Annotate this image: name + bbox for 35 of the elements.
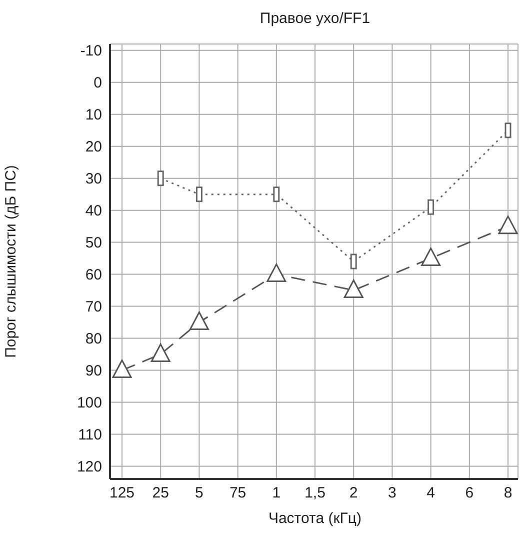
y-tick-label: 80 [85, 330, 102, 348]
x-tick-label: 5 [195, 484, 204, 502]
y-tick-label: 100 [76, 394, 102, 412]
y-tick-label: 120 [76, 458, 102, 476]
y-tick-label: 30 [85, 170, 102, 188]
point [344, 280, 364, 298]
x-tick-label: 3 [388, 484, 396, 502]
y-tick-label: 70 [85, 298, 102, 316]
x-tick-label: 4 [426, 484, 435, 502]
y-tick-label: 20 [85, 138, 102, 156]
point [189, 312, 209, 330]
point [266, 264, 286, 282]
point [421, 248, 441, 266]
chart-title: Правое ухо/FF1 [258, 10, 372, 27]
y-tick-label: 60 [85, 266, 102, 284]
point [112, 360, 132, 378]
y-tick-label: 110 [78, 426, 102, 444]
x-axis-title: Частота (кГц) [267, 510, 363, 527]
y-tick-label: 40 [85, 202, 102, 220]
point [498, 216, 518, 234]
point [150, 344, 170, 362]
x-tick-label: 1,5 [304, 484, 326, 502]
x-tick-label: 25 [152, 484, 169, 502]
x-tick-label: 2 [349, 484, 358, 502]
x-tick-label: 1 [272, 484, 281, 502]
y-tick-label: 0 [94, 74, 102, 92]
x-tick-label: 8 [504, 484, 512, 502]
y-tick-label: 10 [85, 106, 102, 124]
x-tick-label: 6 [465, 484, 474, 502]
y-tick-label: 50 [85, 234, 102, 252]
x-tick-label: 75 [229, 484, 246, 502]
y-axis-title: Порог слышимости (дБ ПС) [2, 165, 20, 358]
x-tick-label: 125 [109, 484, 135, 502]
y-tick-label: 90 [85, 362, 102, 380]
y-tick-label: -10 [80, 42, 102, 60]
